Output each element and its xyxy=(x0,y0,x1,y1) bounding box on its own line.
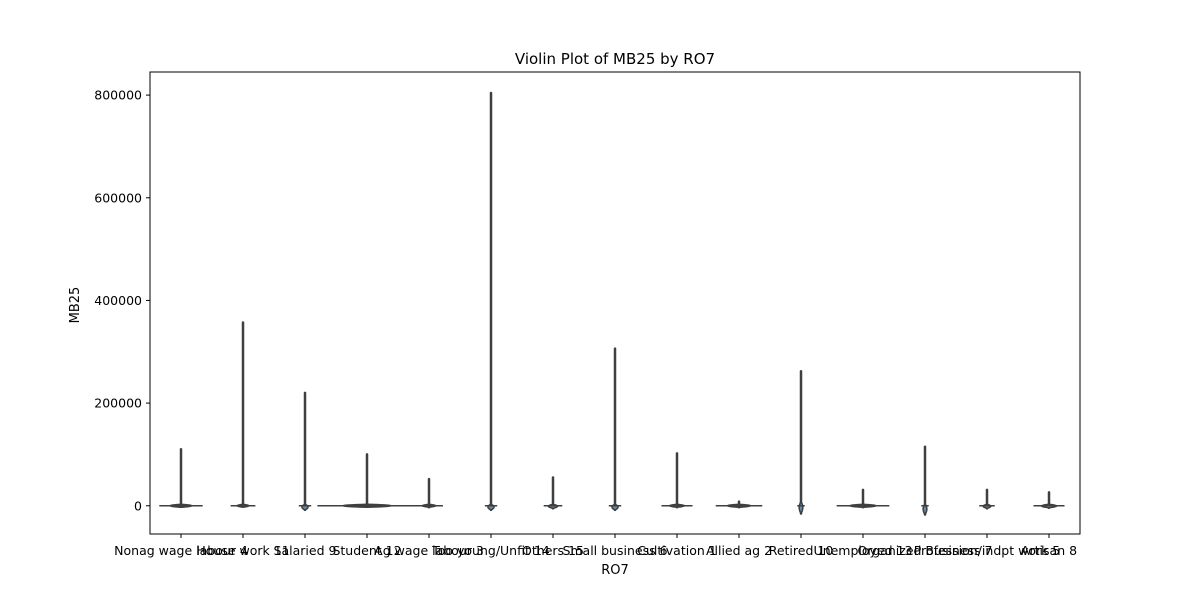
violin-7 xyxy=(608,347,622,512)
y-axis-title: MB25 xyxy=(68,287,83,324)
violin-14 xyxy=(1033,491,1065,510)
x-tick-label: Ag wage labour 3 xyxy=(374,543,484,558)
violin-2 xyxy=(298,391,312,512)
y-axis: 0 200000 400000 600000 800000 xyxy=(94,88,150,513)
violin-5 xyxy=(484,91,498,512)
violin-1 xyxy=(230,321,256,509)
x-tick-label: Student 12 xyxy=(332,543,401,558)
x-tick-label: Organized Business 7 xyxy=(858,543,993,558)
y-tick-label: 600000 xyxy=(94,190,142,205)
violin-3 xyxy=(317,453,417,509)
x-tick-label: Allied ag 2 xyxy=(706,543,772,558)
violin-4 xyxy=(415,477,443,509)
plot-frame xyxy=(149,71,1081,535)
x-tick-label: Salaried 9 xyxy=(274,543,337,558)
x-tick-label: Cultivation 1 xyxy=(637,543,716,558)
violin-8 xyxy=(661,452,693,509)
violin-12 xyxy=(921,445,929,516)
violins-layer xyxy=(159,91,1065,516)
violin-11 xyxy=(836,488,890,509)
x-axis-title: RO7 xyxy=(601,563,629,578)
violin-0 xyxy=(159,448,203,509)
chart-title: Violin Plot of MB25 by RO7 xyxy=(515,50,715,68)
x-tick-label: Unemployed 13 xyxy=(814,543,913,558)
x-tick-label: Artisan 8 xyxy=(1021,543,1077,558)
violin-6 xyxy=(543,476,563,510)
violin-10 xyxy=(797,370,805,515)
y-tick-label: 0 xyxy=(134,498,142,513)
x-tick-label: House work 11 xyxy=(196,543,289,558)
violin-9 xyxy=(715,500,763,509)
x-tick-label: Retired 10 xyxy=(769,543,834,558)
x-tick-label: Others 15 xyxy=(522,543,584,558)
violin-body xyxy=(798,500,804,515)
x-tick-label: Small business 6 xyxy=(562,543,667,558)
x-tick-label: Profession/indpt work 5 xyxy=(914,543,1061,558)
y-tick-label: 800000 xyxy=(94,88,142,103)
x-tick-label: Nonag wage labour 4 xyxy=(114,543,248,558)
x-tick-label: Too young/Unfit 14 xyxy=(431,543,550,558)
y-tick-label: 200000 xyxy=(94,396,142,411)
y-tick-label: 400000 xyxy=(94,293,142,308)
violin-13 xyxy=(979,488,995,510)
